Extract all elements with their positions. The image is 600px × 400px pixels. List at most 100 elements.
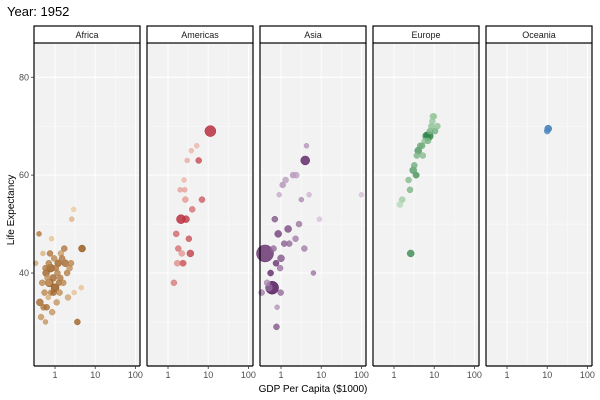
data-point <box>298 196 305 203</box>
data-point <box>48 236 55 242</box>
data-point <box>358 191 365 198</box>
data-point <box>78 244 86 253</box>
data-point <box>306 191 312 198</box>
data-point <box>78 284 85 291</box>
x-tick-label: 100 <box>354 370 369 380</box>
data-point <box>430 113 438 120</box>
data-point <box>58 255 66 262</box>
data-point <box>300 155 310 166</box>
data-point <box>181 187 188 193</box>
data-point <box>185 235 193 243</box>
facet-panel-oceania: Oceania 1 10 100 <box>485 25 595 380</box>
data-point <box>50 289 57 296</box>
data-point <box>418 142 426 150</box>
x-tick-label: 1 <box>505 370 510 380</box>
data-point <box>271 215 279 223</box>
data-point <box>256 244 274 263</box>
x-tick-label: 10 <box>316 370 326 380</box>
x-tick-label: 1 <box>279 370 284 380</box>
panel-background <box>486 43 592 366</box>
data-point <box>188 147 195 154</box>
data-point <box>172 230 180 238</box>
data-point <box>396 201 404 208</box>
data-point <box>204 125 217 137</box>
chart-title: Year: 1952 <box>7 4 69 19</box>
data-point <box>293 171 300 179</box>
facet-strip-label: Asia <box>304 30 322 40</box>
data-point <box>59 279 67 287</box>
panel-background <box>260 43 366 366</box>
data-point <box>54 269 61 277</box>
facet-panel-africa: Africa 1 10 100 <box>32 25 143 380</box>
data-point <box>301 245 308 252</box>
data-point <box>424 137 432 145</box>
data-point <box>267 269 274 277</box>
data-point <box>406 249 415 258</box>
panel-background <box>147 43 253 366</box>
data-point <box>274 304 280 311</box>
data-point <box>194 143 200 149</box>
facet-strip <box>485 25 593 44</box>
data-point <box>42 264 49 272</box>
data-point <box>45 294 52 301</box>
data-point <box>198 196 206 203</box>
facet-strip-label: Africa <box>75 30 98 40</box>
data-point <box>182 215 190 223</box>
x-axis-title: GDP Per Capita ($1000) <box>259 384 368 395</box>
data-point <box>310 270 317 276</box>
data-point <box>181 177 187 183</box>
x-tick-label: 10 <box>203 370 213 380</box>
y-tick-label: 80 <box>19 72 29 82</box>
panel-background <box>373 43 479 366</box>
data-point <box>46 250 54 257</box>
x-tick-label: 100 <box>580 370 595 380</box>
facet-strip-label: Europe <box>411 30 440 40</box>
facet-panel-europe: Europe 1 10 100 <box>372 25 482 380</box>
data-point <box>270 245 277 252</box>
data-point <box>74 318 81 326</box>
data-point <box>303 143 310 149</box>
x-tick-label: 100 <box>467 370 482 380</box>
data-point <box>411 162 418 169</box>
x-tick-label: 100 <box>241 370 256 380</box>
data-point <box>50 255 58 262</box>
data-point <box>53 299 60 306</box>
data-point <box>177 187 183 193</box>
data-point <box>273 323 280 331</box>
data-point <box>48 308 56 316</box>
data-point <box>263 279 271 287</box>
data-point <box>292 235 299 243</box>
x-tick-label: 1 <box>392 370 397 380</box>
data-point <box>37 313 45 321</box>
data-point <box>406 186 414 194</box>
data-point <box>68 216 75 222</box>
data-point <box>405 176 412 184</box>
data-point <box>45 259 53 267</box>
data-point <box>170 279 178 287</box>
facet-strip <box>33 25 141 44</box>
facet-strip <box>259 25 367 44</box>
data-point <box>276 191 282 198</box>
data-point <box>276 264 284 272</box>
data-point <box>413 152 421 159</box>
data-point <box>434 122 441 130</box>
data-point <box>195 157 202 164</box>
y-axis-title: Life Expectancy <box>6 175 17 246</box>
data-point <box>279 181 286 189</box>
data-point <box>67 259 75 267</box>
data-point <box>38 279 46 287</box>
y-tick-label: 60 <box>19 170 29 180</box>
data-point <box>178 250 186 257</box>
data-point <box>56 289 63 296</box>
data-point <box>186 249 195 258</box>
x-tick-label: 1 <box>53 370 58 380</box>
facet-strip <box>372 25 480 44</box>
x-tick-label: 10 <box>429 370 439 380</box>
data-point <box>419 152 427 159</box>
facet-strip-label: Oceania <box>522 30 556 40</box>
data-point <box>184 157 190 164</box>
data-point <box>43 304 50 311</box>
data-point <box>70 206 77 213</box>
